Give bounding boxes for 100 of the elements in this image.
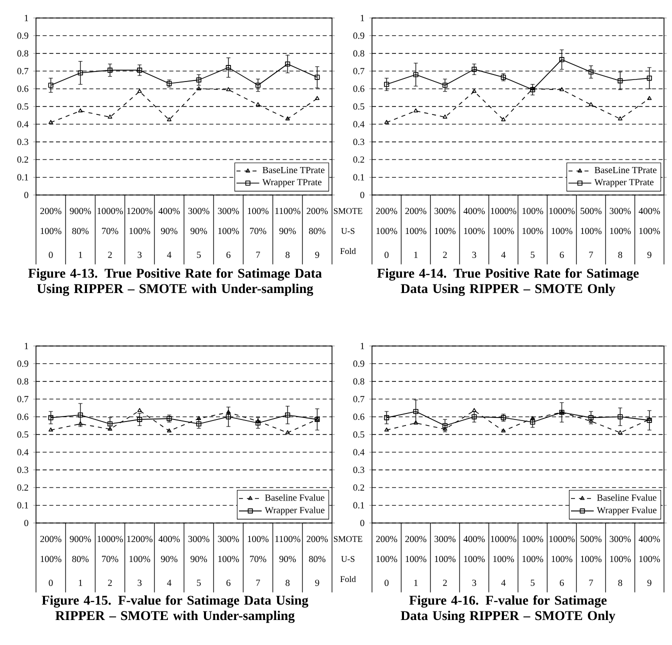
text: 100% [522, 228, 544, 234]
text: 100% [464, 556, 485, 562]
text: 900% [70, 536, 91, 542]
point [384, 120, 389, 124]
point [285, 61, 290, 67]
text: 200% [306, 208, 328, 214]
text: 300% [188, 536, 210, 542]
text: SMOTE [334, 536, 362, 542]
point [588, 102, 594, 106]
y-tick-label: 0.1 [17, 174, 28, 180]
point [314, 96, 320, 100]
point [285, 412, 290, 418]
text: 300% [188, 208, 210, 214]
text: Figure 4-15. F-value for Satimage Data Using RIPPER – SMOTE with Under-sampling [42, 595, 308, 623]
point [647, 416, 652, 421]
point [48, 120, 54, 124]
y-tick-label: 0.5 [17, 431, 28, 438]
point [384, 82, 390, 87]
y-tick-label: 0.9 [17, 32, 28, 39]
text: 200% [376, 208, 398, 214]
y-tick-label: 0.1 [353, 174, 364, 180]
text: 400% [463, 208, 485, 214]
point [226, 410, 231, 414]
text: Figure 4-13. True Positive Rate for Satimage Data Using RIPPER – SMOTE with Under-sampling [28, 268, 322, 296]
point [196, 77, 202, 82]
y-tick-label: 0.6 [353, 86, 364, 92]
text: 300% [434, 208, 456, 214]
x-tick-label: 7 [589, 252, 594, 258]
x-tick-label: 1 [78, 252, 82, 258]
point [384, 415, 390, 420]
point [226, 414, 231, 420]
text: 500% [580, 536, 602, 542]
point [314, 74, 320, 80]
text: 90% [279, 228, 296, 234]
point [226, 87, 231, 92]
text: 100% [376, 228, 398, 234]
text: 300% [610, 208, 631, 214]
point [108, 426, 112, 431]
x-tick-label: 4 [167, 580, 172, 586]
x-tick-label: 2 [108, 252, 112, 258]
point [530, 420, 536, 425]
y-tick-label: 0.8 [17, 50, 28, 57]
text: 100% [40, 228, 62, 234]
y-tick-label: 0.2 [353, 156, 364, 163]
y-tick-label: 0.8 [353, 378, 364, 385]
point [618, 116, 622, 120]
point [414, 108, 418, 112]
point [255, 420, 261, 426]
x-tick-label: 4 [501, 252, 506, 258]
x-tick-label: 2 [443, 580, 447, 586]
x-tick-label: 4 [167, 252, 172, 258]
text: 1000% [98, 536, 123, 542]
point [501, 117, 506, 122]
text: 400% [158, 536, 180, 542]
text: 1000% [98, 208, 123, 214]
x-tick-label: 3 [472, 580, 476, 586]
point [472, 66, 477, 72]
y-tick-label: 0.2 [17, 156, 28, 163]
text: 100% [610, 228, 631, 234]
point [442, 82, 448, 88]
text: 70% [250, 228, 266, 234]
x-tick-label: 9 [315, 580, 320, 586]
text: 200% [40, 536, 62, 542]
x-tick-label: 6 [226, 580, 230, 586]
x-tick-label: 5 [530, 252, 535, 258]
text: 400% [158, 208, 180, 214]
y-tick-label: 0.4 [353, 121, 364, 128]
text: Fold [340, 248, 356, 254]
x-tick-label: 8 [618, 580, 622, 586]
text: 1200% [127, 208, 152, 214]
point [384, 428, 389, 432]
text: 100% [130, 228, 150, 234]
legend-label: Baseline Fvalue [597, 494, 656, 501]
text: 900% [70, 208, 91, 214]
text: 90% [190, 556, 208, 562]
text: 100% [493, 556, 514, 562]
text: 100% [218, 228, 239, 234]
x-tick-label: 8 [286, 580, 290, 586]
text: 400% [463, 536, 485, 542]
text: 100% [522, 208, 544, 214]
x-tick-label: 5 [197, 252, 201, 258]
x-tick-label: 1 [414, 580, 418, 586]
text: 100% [493, 228, 514, 234]
y-tick-label: 0.6 [17, 86, 28, 92]
x-tick-label: 7 [256, 252, 260, 258]
x-tick-label: 3 [472, 252, 476, 258]
point [48, 428, 54, 432]
point [285, 116, 290, 120]
legend-label: Baseline Fvalue [265, 494, 324, 501]
text: Fold [340, 576, 356, 582]
text: Figure 4-14. True Positive Rate for Satimage Data Using RIPPER – SMOTE Only [377, 268, 639, 296]
point [256, 102, 260, 106]
y-tick-label: 0.9 [353, 32, 364, 39]
text: 1000% [490, 536, 516, 542]
point [646, 418, 652, 423]
x-tick-label: 8 [618, 252, 622, 258]
text: 300% [218, 536, 239, 542]
x-tick-label: 3 [138, 252, 142, 258]
y-tick-label: 0.3 [353, 138, 364, 146]
x-tick-label: 9 [647, 580, 652, 586]
